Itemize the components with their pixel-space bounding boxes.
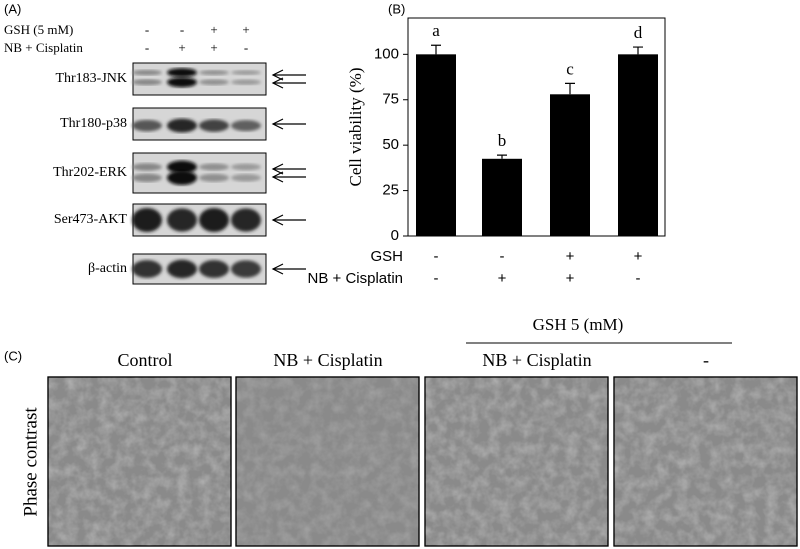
condition-sign: -	[244, 40, 248, 55]
condition-sign: +	[498, 270, 507, 287]
blot-band	[231, 173, 261, 182]
blot-band	[199, 208, 229, 232]
micrograph-frame	[235, 376, 420, 547]
error-bar	[497, 154, 507, 159]
condition-sign: +	[634, 248, 643, 265]
micrograph-texture	[48, 377, 231, 546]
condition-sign: -	[145, 40, 149, 55]
condition-sign: -	[145, 22, 149, 37]
column-label: NB + Cisplatin	[273, 350, 382, 370]
blot-band	[167, 208, 197, 232]
blot	[132, 62, 267, 96]
condition-sign: -	[180, 22, 184, 37]
blot-band	[132, 208, 162, 232]
condition-label: GSH (5 mM)	[4, 22, 73, 37]
column-label: Control	[117, 350, 172, 370]
arrow-head	[271, 69, 284, 81]
blot-band	[132, 79, 162, 86]
y-tick-label: 75	[382, 91, 399, 108]
condition-sign: +	[210, 40, 217, 55]
blot-band	[199, 260, 229, 278]
blot-band	[231, 208, 261, 232]
arrow-head	[271, 77, 284, 89]
panel-label: (B)	[388, 1, 405, 16]
blot-band	[231, 79, 261, 85]
arrow-head	[271, 163, 284, 175]
arrow-head	[271, 263, 284, 275]
significance-letter: c	[566, 59, 574, 78]
blot-label: Thr183-JNK	[55, 71, 127, 86]
y-tick-label: 0	[391, 227, 399, 244]
blot-label: Thr202-ERK	[53, 165, 127, 180]
blot-label: Thr180-p38	[60, 116, 127, 131]
y-tick-label: 100	[374, 45, 399, 62]
y-axis-label: Cell viability (%)	[346, 68, 365, 187]
plot-frame	[407, 17, 666, 237]
arrow-head	[271, 118, 284, 130]
blot-band	[167, 259, 197, 279]
y-tick-label: 25	[382, 182, 399, 199]
significance-letter: a	[432, 21, 440, 40]
blot-band	[167, 77, 197, 88]
micrograph-frame	[613, 376, 798, 547]
group-label: GSH 5 (mM)	[533, 315, 624, 334]
significance-letter: d	[634, 23, 643, 42]
bar	[482, 158, 522, 236]
condition-sign: +	[566, 270, 575, 287]
condition-label: GSH	[370, 248, 403, 265]
condition-sign: +	[242, 22, 249, 37]
row-label: Phase contrast	[20, 407, 41, 517]
micrograph-frame	[47, 376, 232, 547]
bar	[416, 54, 456, 237]
blot-band	[132, 163, 162, 171]
blot-band	[199, 119, 229, 132]
blot-band	[199, 163, 229, 171]
column-label: -	[703, 350, 709, 370]
blot-band	[167, 118, 197, 133]
error-bar	[565, 82, 575, 95]
blot-band	[231, 70, 261, 75]
blot-band	[199, 79, 229, 86]
micrograph-texture	[614, 377, 797, 546]
condition-sign: -	[434, 270, 439, 287]
y-tick-label: 50	[382, 136, 399, 153]
blot-band	[132, 173, 162, 183]
column-label: NB + Cisplatin	[482, 350, 591, 370]
arrow-head	[271, 171, 284, 183]
blot-band	[132, 119, 162, 132]
panel-label: (C)	[4, 348, 22, 363]
blot-band	[167, 68, 197, 78]
blot-band	[132, 260, 162, 278]
blot-band	[231, 260, 261, 278]
condition-sign: -	[636, 270, 641, 287]
blot-band	[199, 173, 229, 182]
arrow-head	[271, 214, 284, 226]
blot-band	[231, 163, 261, 171]
blot-band	[231, 120, 261, 132]
error-bar	[431, 44, 441, 55]
micrograph-frame	[424, 376, 609, 547]
micrograph-texture	[236, 377, 419, 546]
blot-band	[167, 170, 197, 185]
blot-label: β-actin	[88, 261, 127, 276]
condition-label: NB + Cisplatin	[308, 270, 403, 287]
blot-band	[132, 69, 162, 76]
condition-sign: -	[434, 248, 439, 265]
error-bar	[633, 46, 643, 55]
condition-sign: +	[210, 22, 217, 37]
bar	[550, 94, 590, 236]
blot-band	[199, 70, 229, 76]
condition-sign: +	[566, 248, 575, 265]
condition-sign: -	[500, 248, 505, 265]
significance-letter: b	[498, 131, 507, 150]
condition-label: NB + Cisplatin	[4, 40, 83, 55]
bar	[618, 54, 658, 237]
blot	[132, 152, 267, 194]
blot-band	[167, 160, 197, 174]
blot-label: Ser473-AKT	[54, 212, 128, 227]
micrograph-texture	[425, 377, 608, 546]
panel-label: (A)	[4, 1, 21, 16]
condition-sign: +	[178, 40, 185, 55]
